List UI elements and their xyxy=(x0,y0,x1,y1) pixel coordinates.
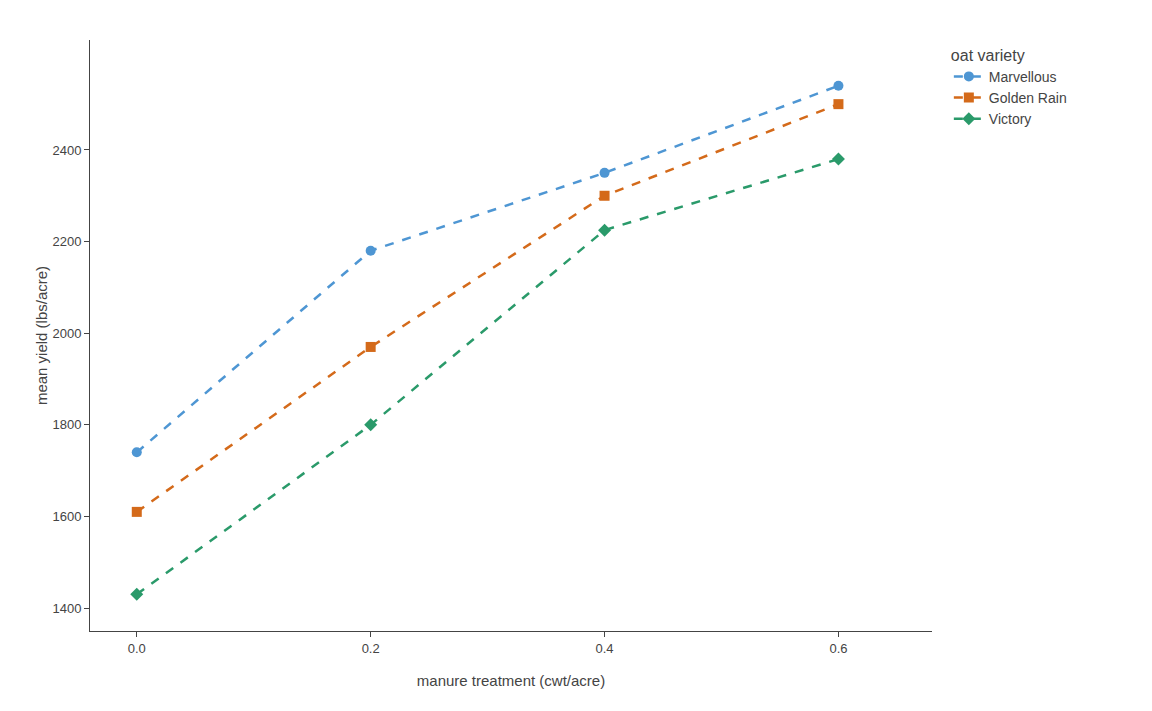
svg-text:0.4: 0.4 xyxy=(596,641,614,656)
svg-text:mean yield (lbs/acre): mean yield (lbs/acre) xyxy=(33,266,50,405)
svg-text:2200: 2200 xyxy=(52,234,81,249)
svg-text:Marvellous: Marvellous xyxy=(989,69,1057,85)
svg-text:0.6: 0.6 xyxy=(829,641,847,656)
svg-text:1400: 1400 xyxy=(52,601,81,616)
svg-text:Golden Rain: Golden Rain xyxy=(989,90,1067,106)
svg-text:Victory: Victory xyxy=(989,111,1032,127)
svg-text:2400: 2400 xyxy=(52,143,81,158)
svg-text:1600: 1600 xyxy=(52,509,81,524)
svg-text:oat variety: oat variety xyxy=(951,47,1025,64)
svg-text:manure treatment (cwt/acre): manure treatment (cwt/acre) xyxy=(417,672,605,689)
svg-text:1800: 1800 xyxy=(52,417,81,432)
svg-text:0.0: 0.0 xyxy=(128,641,146,656)
svg-text:2000: 2000 xyxy=(52,326,81,341)
svg-text:0.2: 0.2 xyxy=(362,641,380,656)
